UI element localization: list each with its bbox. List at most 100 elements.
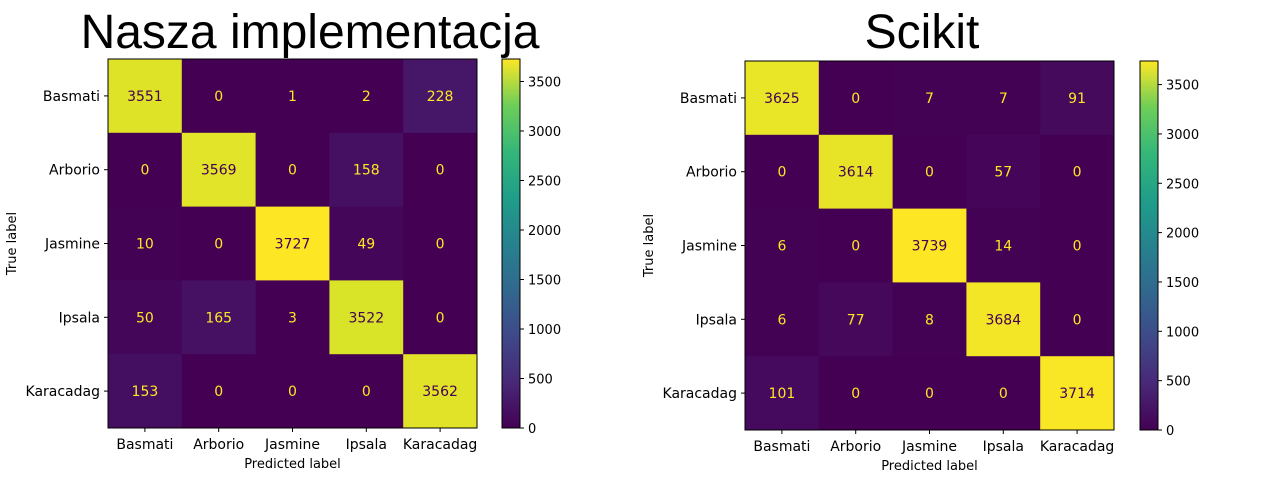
heatmap-cells: [107, 58, 478, 429]
cell-value-r0-c4: 228: [427, 89, 454, 105]
colorbar-tick-label: 2500: [528, 174, 561, 189]
heatmap-cells: [744, 60, 1115, 431]
cell-value-r3-c1: 77: [847, 312, 865, 328]
cell-value-r4-c0: 101: [769, 386, 796, 402]
cell-value-r2-c2: 3739: [912, 239, 948, 255]
x-tick-label: Ipsala: [346, 437, 387, 453]
x-tick-label: Basmati: [116, 437, 173, 453]
cell-value-r4-c3: 0: [362, 384, 371, 400]
cell-value-r0-c1: 0: [851, 91, 860, 107]
cell-value-r2-c0: 6: [777, 239, 786, 255]
cell-r0-c0: [745, 61, 820, 136]
cell-r0-c3: [966, 61, 1041, 136]
y-tick-labels: Basmati Arborio Jasmine Ipsala Karacadag: [663, 91, 745, 402]
colorbar-tick-label: 1500: [528, 273, 561, 288]
y-tick-label: Arborio: [49, 163, 100, 179]
colorbar-tick-label: 3500: [528, 75, 561, 90]
cell-r0-c1: [818, 61, 894, 136]
y-tick-label: Basmati: [43, 89, 100, 105]
cell-annotations: 3551 0 1 2 228 0 3569 0 158 0 10 0 3727 49 0 50 165 3 3522…: [127, 89, 458, 400]
cell-r3-c4: [1040, 282, 1115, 357]
cell-r3-c3: [329, 280, 404, 355]
cell-r4-c1: [818, 356, 894, 431]
cell-value-r0-c3: 7: [999, 91, 1008, 107]
cell-r3-c1: [181, 280, 257, 355]
cell-r1-c1: [181, 132, 257, 208]
y-tick-label: Arborio: [686, 165, 737, 181]
cell-value-r3-c3: 3684: [985, 312, 1021, 328]
x-tick-label: Arborio: [830, 439, 881, 455]
cell-value-r1-c2: 0: [288, 163, 297, 179]
cell-value-r3-c0: 50: [136, 310, 154, 326]
cell-r4-c3: [966, 356, 1041, 431]
chart-title: Scikit: [865, 6, 980, 59]
cell-value-r2-c3: 49: [357, 237, 375, 253]
cell-r2-c2: [892, 208, 967, 283]
x-axis-label: Predicted label: [244, 457, 341, 472]
cell-value-r3-c1: 165: [205, 310, 232, 326]
cell-r3-c3: [966, 282, 1041, 357]
y-axis-label: True label: [642, 214, 657, 278]
colorbar-tick-label: 1000: [528, 323, 561, 338]
y-tick-label: Basmati: [680, 91, 737, 107]
cell-r2-c4: [403, 206, 478, 281]
cell-r0-c3: [329, 59, 404, 134]
y-tick-label: Jasmine: [681, 239, 737, 255]
y-axis-label: True label: [5, 212, 20, 276]
cell-value-r1-c1: 3569: [201, 163, 237, 179]
y-tick-label: Ipsala: [696, 312, 737, 328]
y-tick-labels: Basmati Arborio Jasmine Ipsala Karacadag: [26, 89, 108, 400]
cell-value-r0-c3: 2: [362, 89, 371, 105]
cell-value-r2-c4: 0: [436, 237, 445, 253]
cell-r2-c0: [108, 206, 183, 281]
cell-value-r3-c2: 8: [925, 312, 934, 328]
cell-value-r0-c2: 1: [288, 89, 297, 105]
x-tick-labels: Basmati Arborio Jasmine Ipsala Karacadag: [116, 428, 477, 453]
cell-r3-c0: [745, 282, 820, 357]
colorbar-tick-label: 2500: [1166, 177, 1199, 192]
cell-r3-c0: [108, 280, 183, 355]
colorbar-tick-label: 3000: [1166, 128, 1199, 143]
cell-value-r3-c3: 3522: [348, 310, 384, 326]
x-tick-label: Arborio: [193, 437, 244, 453]
cell-r4-c2: [892, 356, 967, 431]
cell-value-r4-c0: 153: [132, 384, 159, 400]
cell-r2-c1: [181, 206, 257, 281]
cell-value-r3-c4: 0: [1073, 312, 1082, 328]
cell-value-r1-c4: 0: [436, 163, 445, 179]
colorbar: 0 500 1000 1500 2000 2500 3000 3500: [501, 58, 561, 437]
cell-r4-c1: [181, 354, 257, 429]
cell-r1-c2: [892, 134, 967, 210]
cell-r3-c4: [403, 280, 478, 355]
cell-r1-c1: [818, 134, 894, 210]
cell-value-r2-c0: 10: [136, 237, 154, 253]
cell-r0-c4: [403, 59, 478, 134]
cell-r4-c0: [108, 354, 183, 429]
cell-value-r4-c2: 0: [288, 384, 297, 400]
cell-value-r3-c2: 3: [288, 310, 297, 326]
colorbar-tick-label: 3500: [1166, 79, 1199, 94]
x-tick-label: Karacadag: [1040, 439, 1114, 455]
cell-value-r2-c3: 14: [994, 239, 1012, 255]
cell-r0-c1: [181, 59, 257, 134]
colorbar-gradient: [1139, 60, 1159, 431]
x-tick-label: Jasmine: [264, 437, 320, 453]
cell-value-r0-c0: 3551: [127, 89, 163, 105]
cell-value-r1-c2: 0: [925, 165, 934, 181]
cell-value-r1-c3: 57: [994, 165, 1012, 181]
colorbar-tick-label: 1000: [1166, 325, 1199, 340]
cell-r1-c3: [329, 132, 404, 208]
cell-r1-c2: [255, 132, 330, 208]
cell-r1-c4: [1040, 134, 1115, 210]
cell-value-r2-c1: 0: [851, 239, 860, 255]
cell-value-r2-c1: 0: [214, 237, 223, 253]
cell-r2-c3: [329, 206, 404, 281]
colorbar-tick-label: 0: [528, 422, 536, 437]
cell-value-r2-c4: 0: [1073, 239, 1082, 255]
cell-r1-c4: [403, 132, 478, 208]
colorbar-tick-label: 500: [528, 372, 553, 387]
cell-r3-c2: [255, 280, 330, 355]
colorbar: 0 500 1000 1500 2000 2500 3000 3500: [1139, 60, 1199, 439]
